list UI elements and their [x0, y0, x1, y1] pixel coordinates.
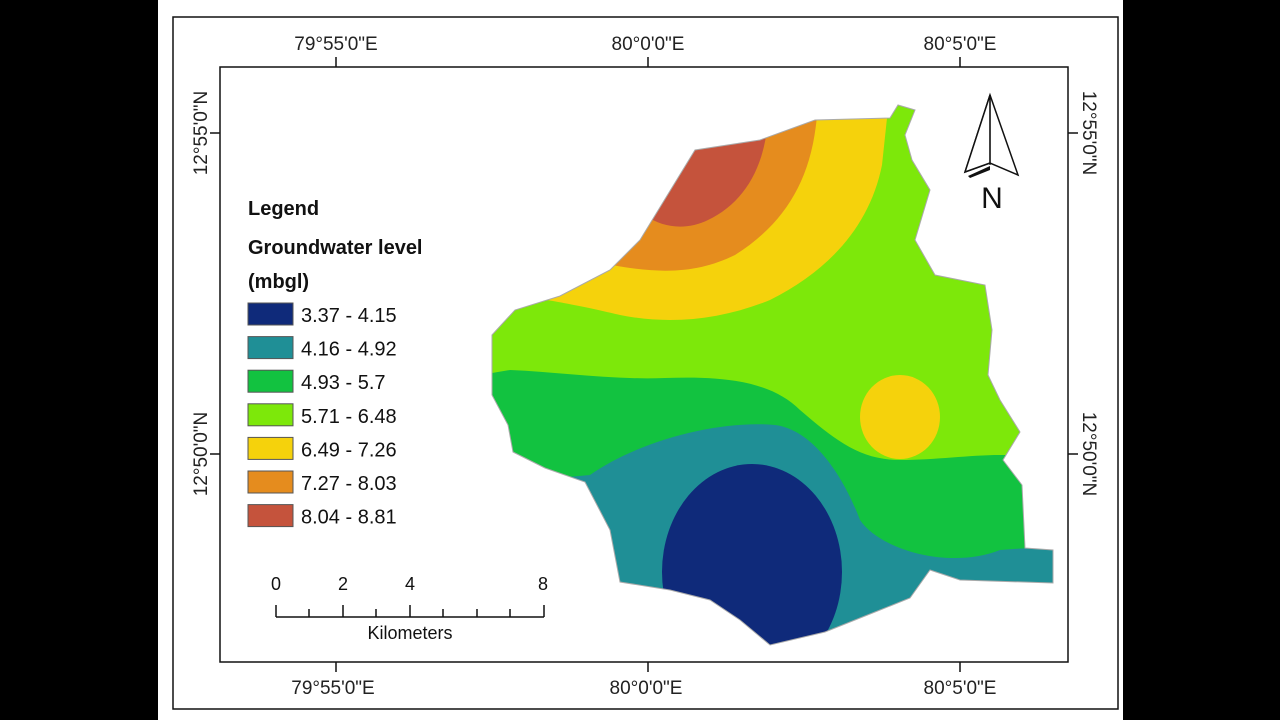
graticule-ticks	[210, 57, 1078, 672]
map-sheet: 79°55'0"E 80°0'0"E 80°5'0"E 79°55'0"E 80…	[158, 0, 1123, 720]
legend-title: Legend	[248, 198, 319, 220]
outer-frame	[172, 16, 1119, 710]
coord-label-bottom-2: 80°0'0"E	[610, 678, 683, 699]
coord-label-top-2: 80°0'0"E	[612, 34, 685, 55]
legend-label-0: 3.37 - 4.15	[301, 305, 397, 327]
north-arrow-icon	[963, 92, 1020, 178]
coord-label-right-2: 12°50'0"N	[1078, 412, 1099, 497]
study-area-boundary	[491, 104, 1054, 646]
legend-label-2: 4.93 - 5.7	[301, 372, 386, 394]
coord-label-top-1: 79°55'0"E	[294, 34, 377, 55]
scale-tick-4: 4	[405, 574, 415, 594]
legend-swatch-6	[247, 504, 294, 528]
map-svg: 79°55'0"E 80°0'0"E 80°5'0"E 79°55'0"E 80…	[172, 16, 1119, 710]
scale-tick-8: 8	[538, 574, 548, 594]
coord-label-right-1: 12°55'0"N	[1078, 91, 1099, 176]
scale-tick-0: 0	[271, 574, 281, 594]
coord-label-bottom-3: 80°5'0"E	[924, 678, 997, 699]
legend-label-4: 6.49 - 7.26	[301, 439, 397, 461]
coord-label-left-1: 12°55'0"N	[191, 91, 212, 176]
legend-subtitle-line1: Groundwater level	[248, 237, 423, 259]
legend-label-1: 4.16 - 4.92	[301, 339, 397, 361]
legend-items: 3.37 - 4.15 4.16 - 4.92 4.93 - 5.7 5.71 - 6…	[247, 302, 397, 529]
scale-unit-label: Kilometers	[367, 623, 452, 643]
scale-bar	[275, 605, 545, 618]
legend-label-6: 8.04 - 8.81	[301, 507, 397, 529]
legend-swatch-4	[247, 436, 294, 460]
zone-6.49-7.26-east	[860, 375, 940, 459]
legend-swatch-3	[247, 403, 294, 427]
legend-subtitle-line2: (mbgl)	[248, 271, 309, 293]
legend-label-5: 7.27 - 8.03	[301, 473, 397, 495]
coord-label-left-2: 12°50'0"N	[191, 412, 212, 497]
legend-swatch-5	[247, 470, 294, 494]
scale-tick-2: 2	[338, 574, 348, 594]
legend-label-3: 5.71 - 6.48	[301, 406, 397, 428]
legend-swatch-0	[247, 302, 294, 326]
north-arrow-label: N	[981, 182, 1003, 215]
legend-swatch-1	[247, 336, 294, 360]
coord-label-bottom-1: 79°55'0"E	[291, 678, 374, 699]
legend-swatch-2	[247, 369, 294, 393]
coord-label-top-3: 80°5'0"E	[924, 34, 997, 55]
